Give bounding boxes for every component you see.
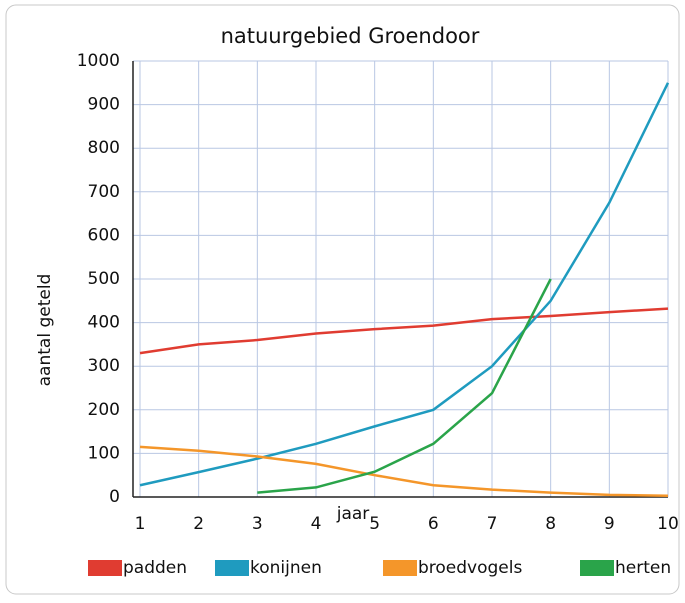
- legend-swatch: [383, 560, 417, 576]
- series-line: [257, 278, 552, 494]
- series-line: [139, 307, 669, 355]
- x-tick-label: 4: [311, 514, 322, 534]
- y-tick-label: 300: [88, 356, 120, 376]
- legend-swatch: [580, 560, 614, 576]
- y-tick-label: 1000: [77, 51, 120, 71]
- series-line: [139, 82, 670, 487]
- y-tick-label: 800: [88, 138, 120, 158]
- y-tick-label: 600: [88, 225, 120, 245]
- x-tick-label: 9: [604, 514, 615, 534]
- x-tick-label: 7: [487, 514, 498, 534]
- x-tick-label: 6: [428, 514, 439, 534]
- frame: [5, 4, 680, 595]
- y-tick-label: 400: [88, 313, 120, 333]
- legend-swatch: [215, 560, 249, 576]
- x-tick-label: 8: [545, 514, 556, 534]
- y-tick-label: 900: [88, 95, 120, 115]
- y-tick-label: 500: [88, 269, 120, 289]
- legend-label: broedvogels: [418, 558, 522, 578]
- y-tick-label: 0: [109, 487, 120, 507]
- y-tick-label: 700: [88, 182, 120, 202]
- y-tick-label: 200: [88, 400, 120, 420]
- legend-swatch: [88, 560, 122, 576]
- series-line: [139, 445, 669, 497]
- x-tick-label: 10: [657, 514, 679, 534]
- y-axis-label: aantal geteld: [35, 274, 55, 387]
- x-axis-label: jaar: [336, 504, 370, 524]
- x-tick-label: 3: [252, 514, 263, 534]
- x-tick-label: 1: [135, 514, 146, 534]
- legend-label: konijnen: [250, 558, 322, 578]
- y-tick-label: 100: [88, 443, 120, 463]
- chart-title: natuurgebied Groendoor: [221, 24, 480, 48]
- x-tick-label: 5: [369, 514, 380, 534]
- legend-label: padden: [123, 558, 187, 578]
- legend-label: herten: [615, 558, 671, 578]
- x-tick-label: 2: [193, 514, 204, 534]
